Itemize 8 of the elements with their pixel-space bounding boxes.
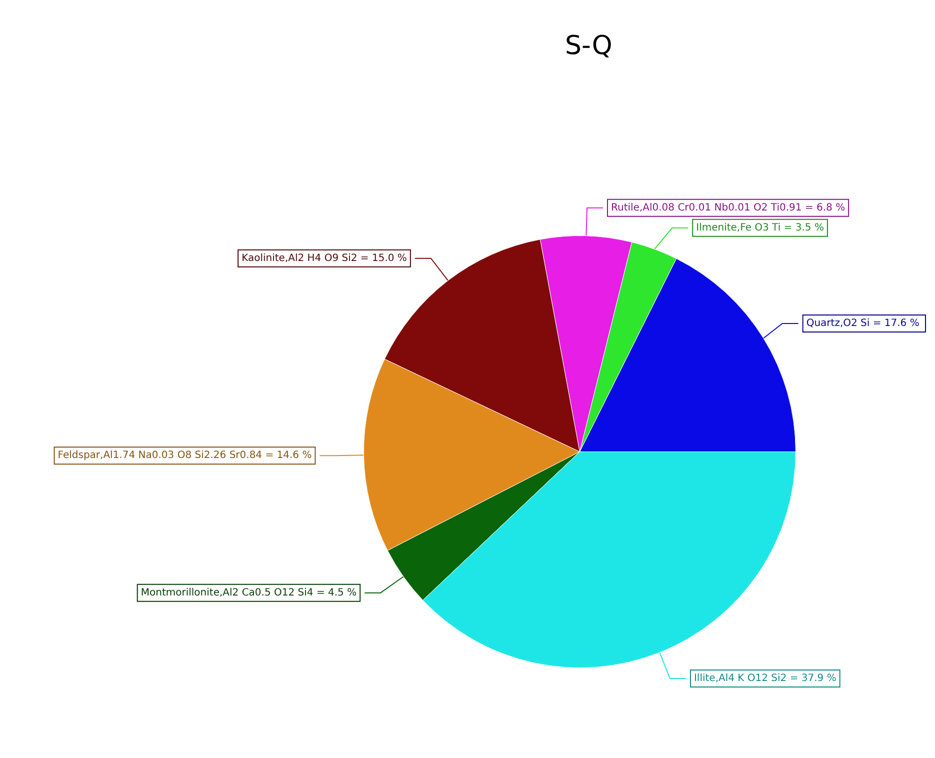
slice-label: Illite,Al4 K O12 Si2 = 37.9 %: [694, 672, 836, 684]
slice-label: Montmorillonite,Al2 Ca0.5 O12 Si4 = 4.5 %: [140, 587, 357, 598]
slice-label: Quartz,O2 Si = 17.6 %: [806, 318, 920, 330]
slice-label: Rutile,Al0.08 Cr0.01 Nb0.01 O2 Ti0.91 = 6.8 %: [610, 202, 846, 214]
slice-label: Ilmenite,Fe O3 Ti = 3.5 %: [696, 222, 824, 234]
slice-label: Kaolinite,Al2 H4 O9 Si2 = 15.0 %: [242, 252, 407, 264]
slice-label: Feldspar,Al1.74 Na0.03 O8 Si2.26 Sr0.84 = 14.6 %: [58, 450, 312, 462]
chart-title: S-Q: [565, 31, 612, 61]
